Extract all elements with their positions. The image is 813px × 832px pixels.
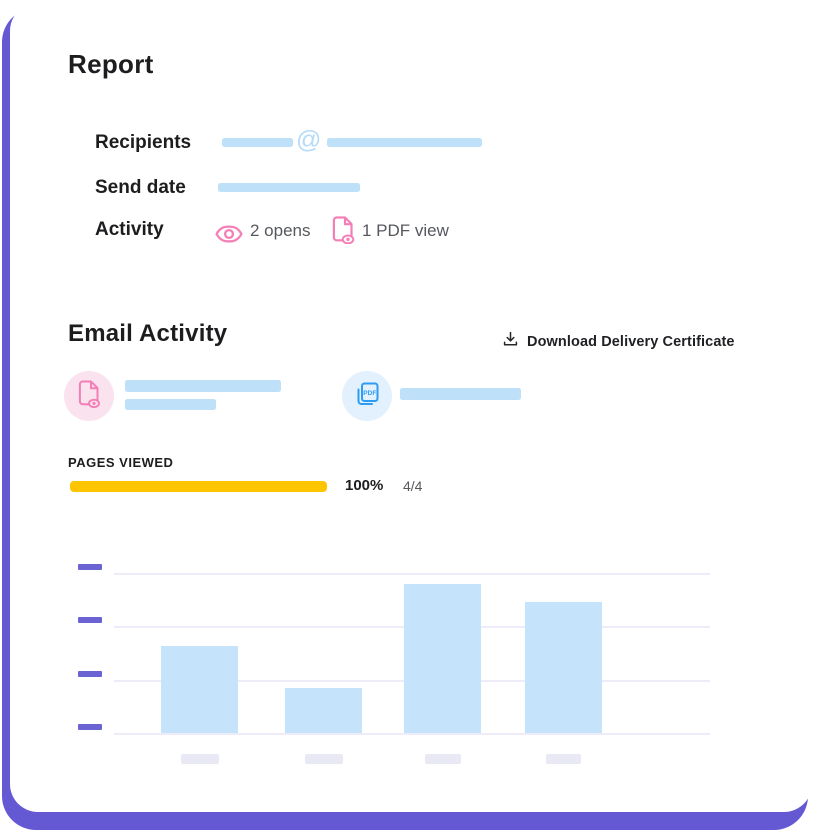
report-card: Report Recipients @ Send date Activity 2… bbox=[10, 3, 812, 812]
bar-chart bbox=[10, 3, 812, 812]
y-tick-label-redacted bbox=[78, 670, 102, 677]
email-activity-title: Email Activity bbox=[68, 320, 228, 347]
send-date-redacted bbox=[218, 183, 360, 192]
at-symbol: @ bbox=[296, 126, 322, 154]
y-tick-label-redacted bbox=[78, 617, 102, 624]
pages-viewed-fraction: 4/4 bbox=[403, 478, 423, 494]
attachment-pdf-file-avatar: PDF bbox=[342, 371, 392, 421]
chart-bar-2 bbox=[285, 687, 362, 733]
x-tick-label-redacted bbox=[546, 754, 581, 764]
opens-count: 2 opens bbox=[250, 221, 311, 240]
y-tick-label-redacted bbox=[78, 724, 102, 730]
y-tick-label-redacted bbox=[78, 564, 102, 570]
recipients-label: Recipients bbox=[95, 132, 192, 153]
chart-bar-3 bbox=[404, 583, 481, 733]
pages-viewed-progress-fill bbox=[70, 481, 327, 492]
svg-text:PDF: PDF bbox=[363, 390, 376, 397]
x-tick-label-redacted bbox=[424, 754, 461, 764]
attachment-pdf-viewed-avatar bbox=[64, 371, 114, 421]
pdf-copy-icon: PDF bbox=[354, 381, 380, 412]
chart-gridline bbox=[114, 733, 710, 735]
page-title: Report bbox=[68, 49, 154, 79]
chart-gridline bbox=[114, 573, 710, 575]
pages-viewed-label: PAGES VIEWED bbox=[68, 455, 174, 470]
chart-bar-1 bbox=[161, 646, 238, 733]
x-tick-label-redacted bbox=[304, 754, 343, 764]
chart-bar-4 bbox=[525, 601, 602, 733]
pages-viewed-progress bbox=[70, 481, 327, 492]
eye-icon bbox=[215, 225, 243, 248]
recipient-name-redacted bbox=[222, 138, 293, 147]
download-certificate-link[interactable]: Download Delivery Certificate bbox=[503, 331, 735, 352]
attachment2-line1-redacted bbox=[400, 388, 521, 400]
download-certificate-label: Download Delivery Certificate bbox=[527, 333, 735, 350]
download-icon bbox=[503, 331, 518, 352]
send-date-label: Send date bbox=[95, 177, 186, 198]
document-view-icon bbox=[78, 380, 101, 413]
activity-label: Activity bbox=[95, 219, 164, 240]
attachment1-line2-redacted bbox=[125, 399, 216, 410]
recipient-domain-redacted bbox=[327, 138, 482, 147]
attachment1-line1-redacted bbox=[125, 380, 281, 392]
pdf-views-count: 1 PDF view bbox=[362, 221, 449, 240]
x-tick-label-redacted bbox=[180, 754, 219, 764]
pages-viewed-percent: 100% bbox=[345, 477, 384, 494]
pdf-view-icon bbox=[332, 216, 355, 249]
